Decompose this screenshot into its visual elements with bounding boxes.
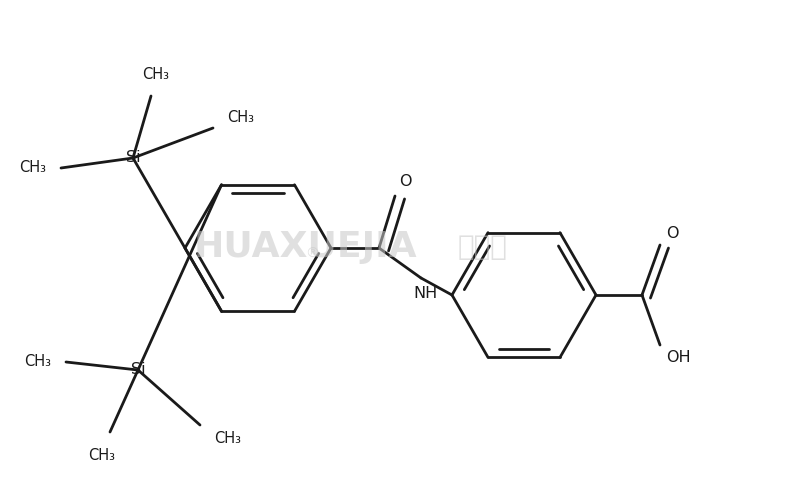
Text: NH: NH bbox=[414, 286, 438, 302]
Text: CH₃: CH₃ bbox=[227, 110, 255, 126]
Text: CH₃: CH₃ bbox=[214, 431, 241, 447]
Text: ®: ® bbox=[305, 246, 319, 260]
Text: HUAXUEJIA: HUAXUEJIA bbox=[194, 230, 417, 263]
Text: CH₃: CH₃ bbox=[24, 354, 51, 369]
Text: 化学加: 化学加 bbox=[457, 233, 507, 260]
Text: CH₃: CH₃ bbox=[19, 161, 47, 176]
Text: CH₃: CH₃ bbox=[142, 67, 169, 81]
Text: CH₃: CH₃ bbox=[88, 449, 116, 463]
Text: Si: Si bbox=[131, 362, 145, 378]
Text: O: O bbox=[398, 175, 411, 189]
Text: Si: Si bbox=[125, 150, 141, 166]
Text: O: O bbox=[665, 225, 678, 241]
Text: OH: OH bbox=[665, 350, 690, 364]
